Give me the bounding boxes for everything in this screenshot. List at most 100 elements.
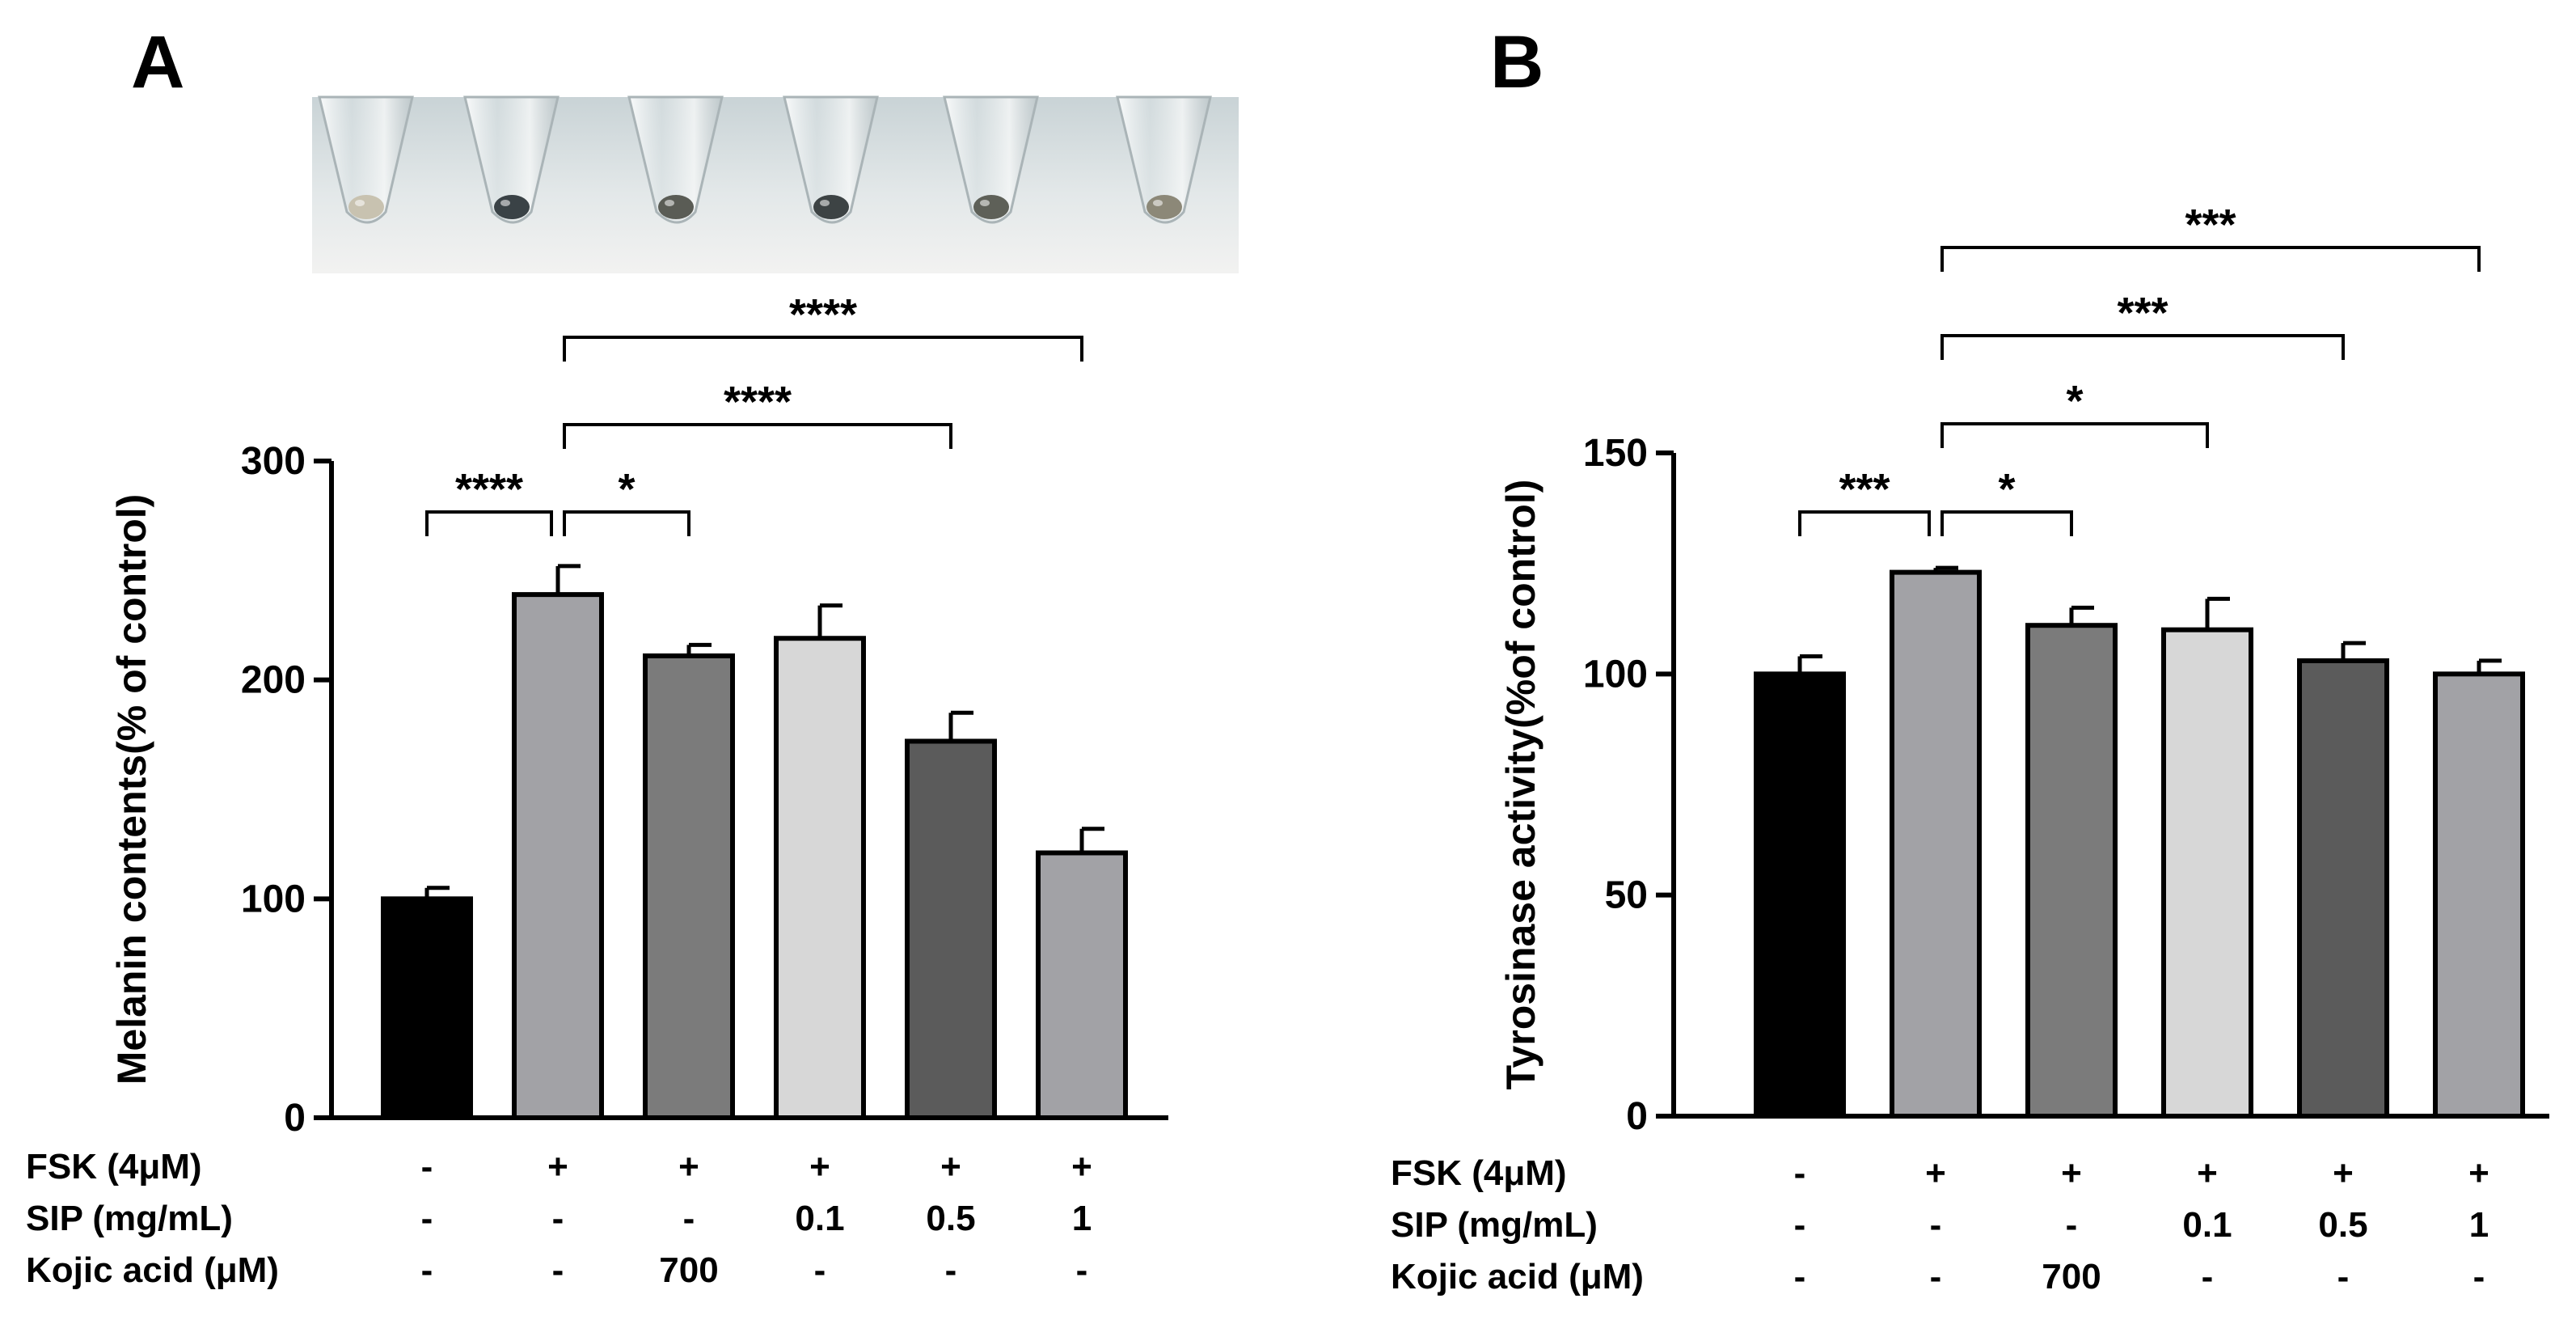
condition-value: - <box>1794 1153 1806 1193</box>
significance-bracket <box>425 510 553 536</box>
condition-value: - <box>1794 1257 1806 1297</box>
y-tick-label: 300 <box>241 440 306 483</box>
condition-value: + <box>940 1147 961 1187</box>
tube-highlight <box>355 200 365 206</box>
condition-label: SIP (mg/mL) <box>26 1199 233 1238</box>
tube-pellet <box>348 195 384 219</box>
condition-value: 1 <box>1072 1199 1092 1238</box>
y-tick-label: 50 <box>1605 874 1648 917</box>
condition-value: - <box>2473 1257 2485 1297</box>
y-tick-label: 200 <box>241 659 306 702</box>
significance-label: * <box>2066 377 2083 425</box>
tube-body <box>318 95 414 224</box>
tube-body <box>943 95 1039 224</box>
bar <box>2025 623 2118 1119</box>
condition-value: + <box>2061 1153 2082 1193</box>
panel-letter-a: A <box>131 21 184 104</box>
panel-letter-b: B <box>1490 21 1543 104</box>
condition-label: SIP (mg/mL) <box>1391 1205 1598 1245</box>
condition-label: FSK (4μM) <box>1391 1153 1567 1193</box>
significance-bracket <box>1940 246 2481 272</box>
tube-highlight <box>1153 200 1163 206</box>
tube-body <box>463 95 560 224</box>
tube-highlight <box>500 200 510 206</box>
condition-value: - <box>2337 1257 2350 1297</box>
bar <box>381 896 473 1121</box>
significance-bracket <box>1940 422 2209 448</box>
significance-label: *** <box>2117 289 2168 337</box>
condition-value: - <box>945 1250 957 1290</box>
bar <box>1890 569 1982 1119</box>
condition-label: Kojic acid (μM) <box>1391 1257 1644 1297</box>
y-tick-label: 100 <box>1583 653 1648 696</box>
tube-1 <box>318 95 414 224</box>
bar <box>774 636 866 1120</box>
condition-value: - <box>552 1199 564 1238</box>
bar <box>905 738 997 1120</box>
significance-label: **** <box>789 290 857 339</box>
significance-label: * <box>618 465 635 514</box>
condition-value: - <box>1930 1205 1942 1245</box>
photo-background <box>312 97 1239 273</box>
tube-3 <box>627 95 724 224</box>
tube-highlight <box>665 200 674 206</box>
tube-body <box>627 95 724 224</box>
significance-label: *** <box>2185 201 2236 249</box>
y-tick-label: 100 <box>241 878 306 920</box>
tube-pellet <box>1147 195 1182 219</box>
tube-pellet <box>494 195 530 219</box>
condition-value: - <box>552 1250 564 1290</box>
condition-value: 0.1 <box>795 1199 844 1238</box>
tube-5 <box>943 95 1039 224</box>
y-axis-label: Tyrosinase activity(%of control) <box>1498 480 1543 1090</box>
condition-value: + <box>1071 1147 1092 1187</box>
condition-value: - <box>1794 1205 1806 1245</box>
condition-value: 700 <box>659 1250 718 1290</box>
significance-label: * <box>1998 465 2015 514</box>
tubes-photo <box>312 95 1239 273</box>
condition-value: - <box>683 1199 695 1238</box>
significance-label: *** <box>1839 465 1890 514</box>
significance-bracket <box>563 423 952 449</box>
condition-value: 0.5 <box>926 1199 975 1238</box>
chart-panel-b: 0 50 100 150 Tyrosinase activity(%of control… <box>1391 201 2549 1297</box>
significance-bracket <box>1940 510 2073 536</box>
condition-value: - <box>421 1147 433 1187</box>
tube-pellet <box>973 195 1009 219</box>
condition-label: Kojic acid (μM) <box>26 1250 279 1290</box>
significance-bracket <box>1940 334 2345 360</box>
tube-4 <box>783 95 879 224</box>
significance-bracket <box>563 510 690 536</box>
y-tick-label: 150 <box>1583 432 1648 475</box>
bar <box>2297 658 2389 1119</box>
bar <box>1036 850 1128 1120</box>
bar <box>2161 627 2253 1119</box>
y-tick-label: 0 <box>1626 1095 1648 1138</box>
condition-value: + <box>2197 1153 2218 1193</box>
condition-value: - <box>1930 1257 1942 1297</box>
condition-value: + <box>2333 1153 2354 1193</box>
condition-value: - <box>421 1250 433 1290</box>
condition-value: - <box>2066 1205 2078 1245</box>
condition-value: - <box>2202 1257 2214 1297</box>
y-tick-label: 0 <box>284 1097 306 1140</box>
condition-value: + <box>2468 1153 2489 1193</box>
condition-value: 1 <box>2469 1205 2489 1245</box>
tube-highlight <box>820 200 830 206</box>
condition-value: + <box>547 1147 568 1187</box>
tube-body <box>1116 95 1212 224</box>
condition-label: FSK (4μM) <box>26 1147 202 1187</box>
condition-value: 700 <box>2042 1257 2101 1297</box>
tube-2 <box>463 95 560 224</box>
bar <box>1754 671 1846 1119</box>
tube-body <box>783 95 879 224</box>
condition-value: 0.5 <box>2318 1205 2367 1245</box>
condition-value: - <box>1076 1250 1088 1290</box>
bar <box>643 653 735 1120</box>
bar <box>2433 671 2525 1119</box>
condition-value: + <box>1925 1153 1946 1193</box>
condition-value: - <box>814 1250 826 1290</box>
significance-bracket <box>1798 510 1931 536</box>
tube-6 <box>1116 95 1212 224</box>
